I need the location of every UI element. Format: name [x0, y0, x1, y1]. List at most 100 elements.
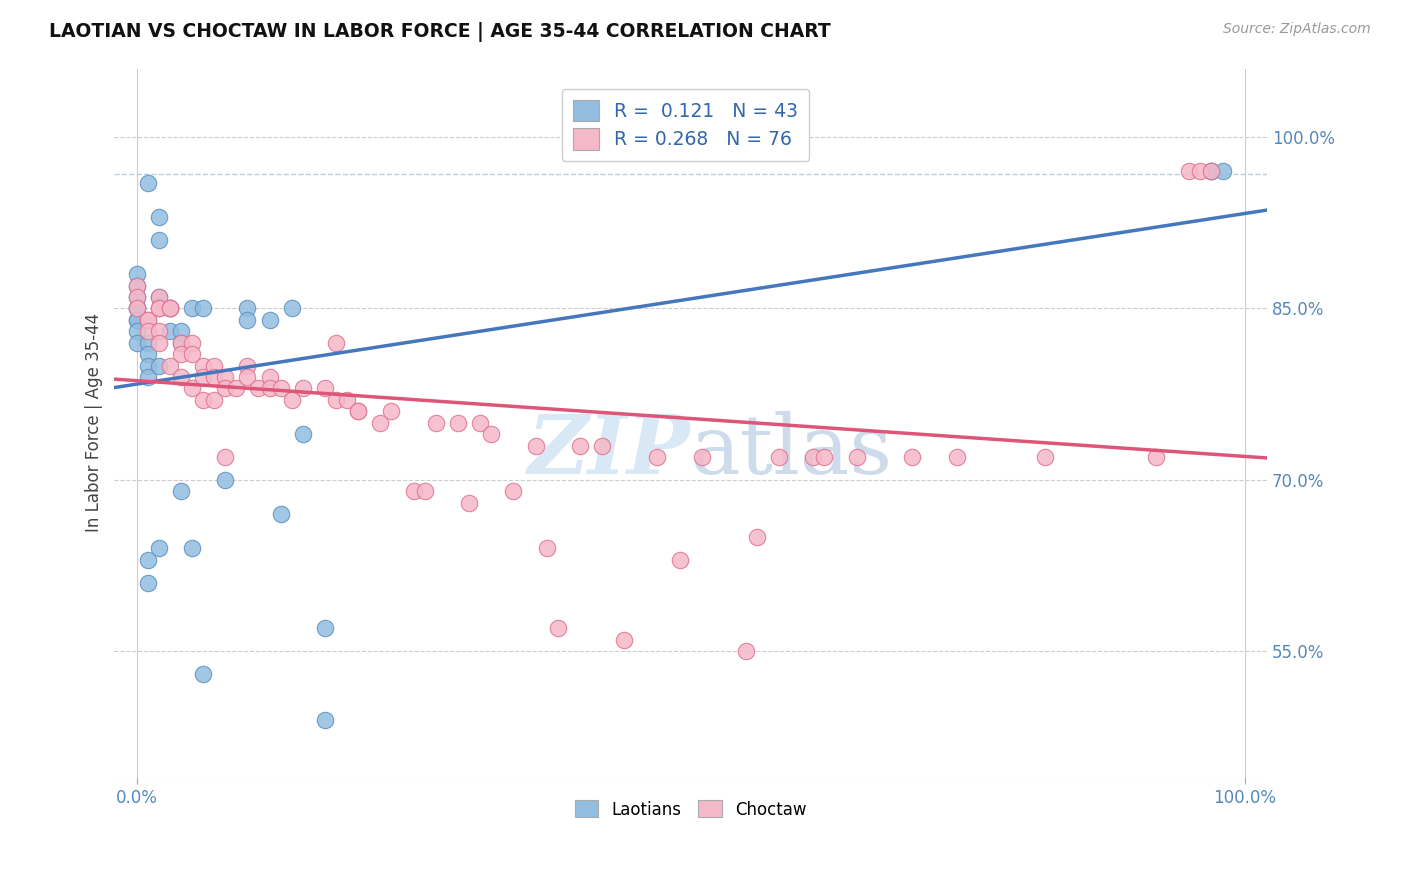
Point: [148, 359, 170, 373]
Point: [536, 541, 558, 556]
Point: [768, 450, 790, 464]
Point: [813, 450, 835, 464]
Point: [1144, 450, 1167, 464]
Point: [202, 370, 225, 384]
Point: [214, 450, 236, 464]
Point: [347, 404, 370, 418]
Point: [325, 335, 347, 350]
Point: [259, 370, 281, 384]
Point: [236, 370, 259, 384]
Point: [1201, 164, 1223, 178]
Point: [1212, 164, 1234, 178]
Point: [280, 392, 302, 407]
Point: [191, 370, 214, 384]
Point: [191, 301, 214, 316]
Point: [214, 473, 236, 487]
Point: [170, 324, 193, 338]
Point: [291, 427, 314, 442]
Point: [336, 392, 359, 407]
Point: [1178, 164, 1201, 178]
Point: [125, 313, 148, 327]
Point: [425, 416, 447, 430]
Point: [747, 530, 769, 544]
Point: [125, 290, 148, 304]
Point: [191, 359, 214, 373]
Y-axis label: In Labor Force | Age 35-44: In Labor Force | Age 35-44: [86, 313, 103, 533]
Point: [447, 416, 470, 430]
Point: [148, 301, 170, 316]
Point: [247, 381, 270, 395]
Point: [125, 301, 148, 316]
Point: [270, 507, 292, 521]
Point: [170, 484, 193, 499]
Point: [136, 313, 159, 327]
Point: [136, 176, 159, 190]
Point: [148, 335, 170, 350]
Point: [945, 450, 967, 464]
Point: [202, 392, 225, 407]
Point: [159, 301, 181, 316]
Point: [125, 301, 148, 316]
Point: [370, 416, 392, 430]
Point: [668, 553, 690, 567]
Point: [380, 404, 402, 418]
Point: [125, 324, 148, 338]
Point: [148, 541, 170, 556]
Point: [125, 301, 148, 316]
Point: [1201, 164, 1223, 178]
Point: [214, 381, 236, 395]
Point: [136, 370, 159, 384]
Point: [314, 621, 336, 635]
Point: [148, 324, 170, 338]
Point: [236, 359, 259, 373]
Point: [1189, 164, 1212, 178]
Point: [159, 301, 181, 316]
Point: [202, 359, 225, 373]
Point: [148, 290, 170, 304]
Point: [225, 381, 247, 395]
Point: [125, 278, 148, 293]
Point: [314, 713, 336, 727]
Point: [170, 335, 193, 350]
Point: [181, 347, 204, 361]
Point: [159, 359, 181, 373]
Point: [524, 438, 547, 452]
Point: [181, 381, 204, 395]
Point: [901, 450, 924, 464]
Point: [613, 632, 636, 647]
Point: [136, 553, 159, 567]
Point: [148, 233, 170, 247]
Point: [735, 644, 758, 658]
Point: [136, 575, 159, 590]
Point: [136, 313, 159, 327]
Point: [170, 347, 193, 361]
Point: [181, 335, 204, 350]
Point: [125, 313, 148, 327]
Point: [191, 392, 214, 407]
Point: [347, 404, 370, 418]
Point: [136, 359, 159, 373]
Point: [314, 381, 336, 395]
Point: [801, 450, 824, 464]
Point: [647, 450, 669, 464]
Point: [159, 324, 181, 338]
Point: [148, 210, 170, 224]
Point: [170, 370, 193, 384]
Point: [125, 335, 148, 350]
Point: [136, 324, 159, 338]
Point: [413, 484, 436, 499]
Point: [468, 416, 491, 430]
Point: [148, 301, 170, 316]
Point: [191, 667, 214, 681]
Point: [547, 621, 569, 635]
Point: [502, 484, 524, 499]
Point: [181, 301, 204, 316]
Point: [1201, 164, 1223, 178]
Point: [159, 301, 181, 316]
Point: [479, 427, 502, 442]
Point: [236, 313, 259, 327]
Point: [136, 335, 159, 350]
Point: [690, 450, 713, 464]
Point: [568, 438, 591, 452]
Text: LAOTIAN VS CHOCTAW IN LABOR FORCE | AGE 35-44 CORRELATION CHART: LAOTIAN VS CHOCTAW IN LABOR FORCE | AGE …: [49, 22, 831, 42]
